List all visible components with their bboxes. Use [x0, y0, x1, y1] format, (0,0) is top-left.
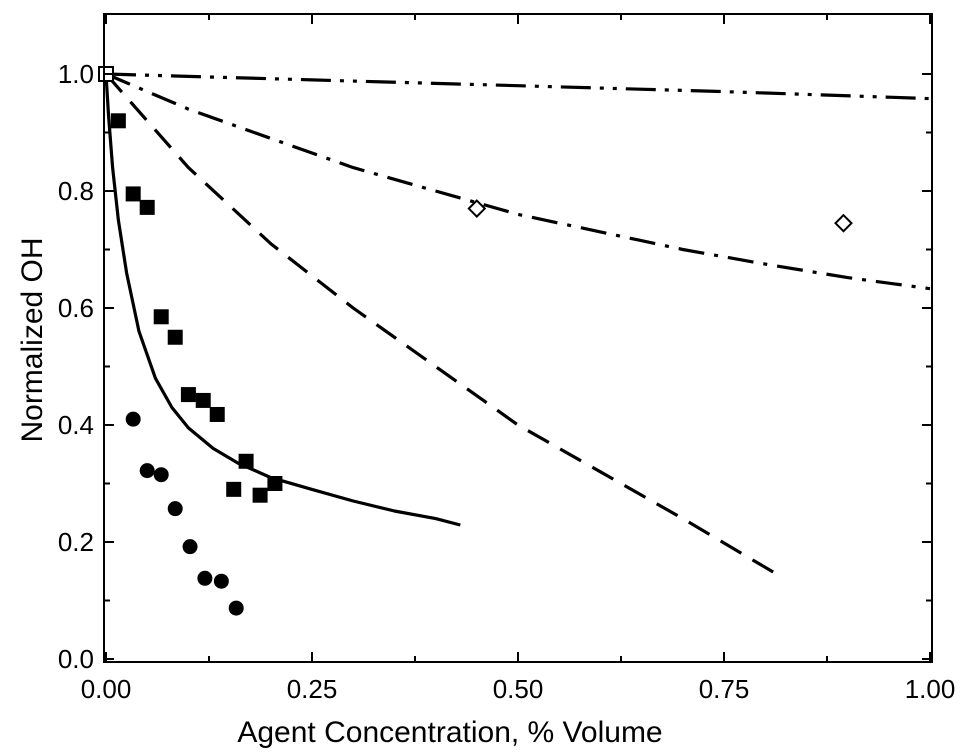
- x-axis-title: Agent Concentration, % Volume: [237, 716, 662, 749]
- filled-square-point: [253, 488, 268, 503]
- filled-square-point: [126, 186, 141, 201]
- y-tick-label: 0.0: [58, 644, 94, 674]
- y-axis-title: Normalized OH: [16, 237, 49, 442]
- filled-circle-point: [197, 571, 212, 586]
- filled-square-point: [226, 482, 241, 497]
- filled-square-point: [140, 200, 155, 215]
- curves-layer: [106, 74, 930, 577]
- filled-circle-point: [140, 463, 155, 478]
- dash-dot-curve: [106, 74, 930, 289]
- x-tick-label: 0.00: [81, 674, 132, 704]
- y-tick-label: 1.0: [58, 59, 94, 89]
- filled-circle-point: [168, 501, 183, 516]
- filled-square-point: [111, 113, 126, 128]
- x-tick-label: 1.00: [905, 674, 956, 704]
- filled-circle-point: [154, 467, 169, 482]
- open-diamond-point: [835, 215, 851, 231]
- x-tick-label: 0.75: [699, 674, 750, 704]
- y-tick-label: 0.2: [58, 527, 94, 557]
- plot-frame: [104, 14, 932, 662]
- dash-dot-dot-curve: [106, 74, 930, 99]
- points-layer: [99, 67, 852, 616]
- y-tick-label: 0.8: [58, 176, 94, 206]
- filled-square-point: [210, 407, 225, 422]
- y-tick-label: 0.6: [58, 293, 94, 323]
- x-tick-label: 0.25: [287, 674, 338, 704]
- ticks-layer: 0.00 0.25 0.50 0.75 1.00 0.0 0.2 0.4 0.6 0.8 1.0: [58, 14, 955, 704]
- filled-square-point: [181, 387, 196, 402]
- filled-square-point: [154, 309, 169, 324]
- filled-circle-point: [214, 574, 229, 589]
- filled-square-point: [168, 330, 183, 345]
- filled-square-point: [267, 476, 282, 491]
- x-tick-label: 0.50: [493, 674, 544, 704]
- dashed-curve: [106, 74, 782, 577]
- filled-circle-point: [126, 412, 141, 427]
- filled-circle-point: [183, 539, 198, 554]
- y-tick-label: 0.4: [58, 410, 94, 440]
- filled-square-point: [196, 393, 211, 408]
- filled-square-point: [239, 454, 254, 469]
- filled-circle-point: [229, 601, 244, 616]
- open-diamond-point: [469, 201, 485, 217]
